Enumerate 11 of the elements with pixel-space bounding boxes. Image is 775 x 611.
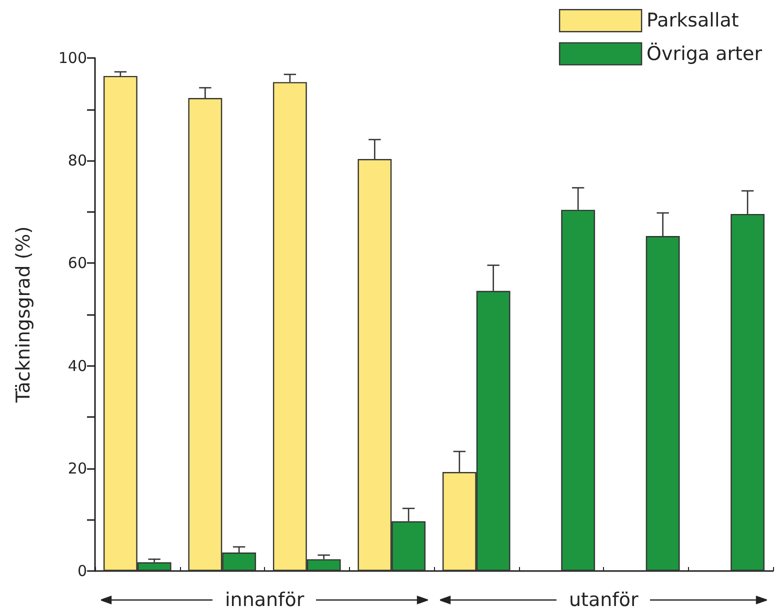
text: innanför [225, 589, 304, 611]
legend-label: Parksallat [646, 10, 739, 32]
y-tick-label: 100 [58, 49, 87, 67]
y-tick-label: 0 [77, 562, 87, 580]
legend-label: Övriga arter [646, 42, 762, 65]
y-tick-label: 80 [68, 152, 87, 170]
text: utanför [569, 589, 638, 611]
y-tick-label: 60 [68, 254, 87, 272]
y-tick-label: 20 [68, 459, 87, 478]
y-tick-label: 40 [68, 356, 87, 375]
y-axis-title: Täckningsgrad (%) [12, 226, 34, 404]
